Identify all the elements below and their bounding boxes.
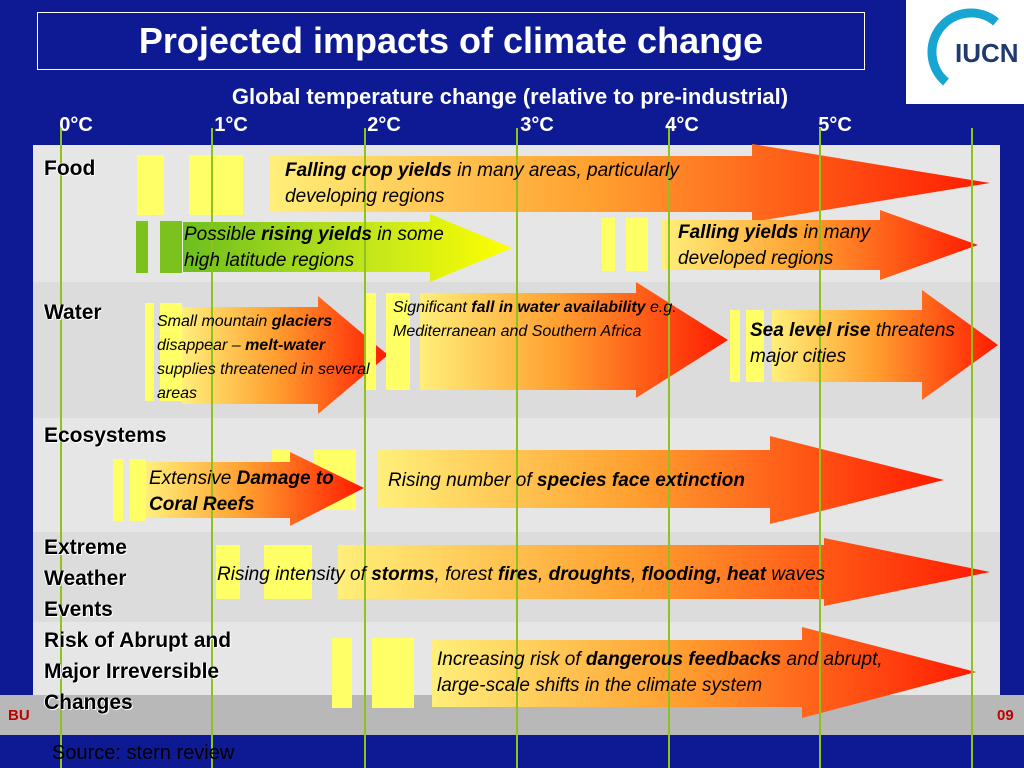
- weather-bar-1: [216, 545, 240, 599]
- food-green-bar-2: [160, 221, 182, 273]
- storms-arrow: [338, 538, 990, 606]
- temp-label-0: 0°C: [59, 114, 93, 136]
- rising-yields-label: Possible rising yields in some high lati…: [184, 224, 444, 271]
- gridline-1c: [211, 128, 213, 768]
- crop-yields-arrow: [270, 144, 990, 222]
- page-title: Projected impacts of climate change: [138, 20, 764, 61]
- footer-left-text: BU: [8, 707, 30, 724]
- gridline-3c: [516, 128, 518, 768]
- food-green-bar-1: [136, 221, 148, 273]
- rising-yields-arrow: [183, 214, 512, 282]
- storms-label: Rising intensity of storms, forest fires…: [217, 564, 826, 585]
- food-bar-3: [602, 218, 615, 271]
- glaciers-arrow: [182, 296, 388, 414]
- row-label-line: Extreme: [44, 536, 127, 559]
- temp-label-5: 5°C: [818, 114, 852, 136]
- row-label-water: Water: [44, 301, 102, 324]
- water-bar-6: [746, 310, 764, 382]
- gridline-2c: [364, 128, 366, 768]
- abrupt-bar-1: [332, 638, 352, 708]
- water-bar-4: [386, 293, 410, 390]
- crop-yields-label: Falling crop yields in many areas, parti…: [285, 160, 679, 207]
- iucn-logo: [906, 0, 1024, 104]
- weather-bar-2: [264, 545, 312, 599]
- title-frame: [37, 12, 865, 70]
- water-bar-1: [145, 303, 154, 401]
- species-label: Rising number of species face extinction: [388, 470, 745, 491]
- food-bar-4: [626, 218, 648, 271]
- row-label-food: Food: [44, 157, 96, 180]
- temp-label-4: 4°C: [665, 114, 699, 136]
- footer-right-text: 09: [997, 707, 1014, 724]
- row-label-line: Events: [44, 598, 113, 621]
- logo-text: IUCN: [955, 38, 1019, 68]
- developed-yields-label: Falling yields in many developed regions: [678, 222, 871, 269]
- water-bar-2: [160, 303, 182, 401]
- coral-arrow: [146, 452, 364, 526]
- water-availability-label: Significant fall in water availability e…: [393, 299, 677, 340]
- temp-label-1: 1°C: [214, 114, 248, 136]
- row-label-extreme-weather: Extreme Weather Events: [44, 532, 127, 625]
- gridline-5c: [819, 128, 821, 768]
- sea-level-arrow: [772, 290, 998, 400]
- water-availability-arrow: [420, 282, 728, 398]
- food-bar-1: [137, 155, 164, 215]
- temp-label-3: 3°C: [520, 114, 554, 136]
- feedbacks-arrow: [432, 627, 976, 718]
- gridline-0c: [60, 128, 62, 768]
- eco-bar-2: [130, 459, 146, 521]
- water-bar-3: [366, 293, 376, 390]
- row-label-abrupt: Risk of Abrupt and Major Irreversible Ch…: [44, 625, 231, 718]
- feedbacks-label: Increasing risk of dangerous feedbacks a…: [437, 649, 883, 696]
- glaciers-label: Small mountain glaciers disappear – melt…: [157, 313, 370, 402]
- row-label-line: Risk of Abrupt and: [44, 629, 232, 652]
- species-arrow: [378, 436, 944, 524]
- coral-label: Extensive Damage to Coral Reefs: [149, 468, 334, 515]
- row-label-line: Weather: [44, 567, 127, 590]
- row-label-line: Major Irreversible: [44, 660, 220, 683]
- eco-bar-1: [113, 459, 123, 521]
- logo-ring-icon: [927, 8, 999, 86]
- sea-level-label: Sea level rise threatens major cities: [750, 320, 955, 367]
- source-note: Source: stern review: [52, 742, 235, 764]
- temp-label-2: 2°C: [367, 114, 401, 136]
- abrupt-bar-2: [372, 638, 414, 708]
- gridline-edge: [971, 128, 973, 768]
- row-label-line: Changes: [44, 691, 133, 714]
- row-label-ecosystems: Ecosystems: [44, 424, 167, 447]
- gridline-4c: [668, 128, 670, 768]
- food-bar-2: [189, 155, 243, 215]
- axis-subtitle: Global temperature change (relative to p…: [231, 84, 789, 109]
- water-bar-5: [730, 310, 740, 382]
